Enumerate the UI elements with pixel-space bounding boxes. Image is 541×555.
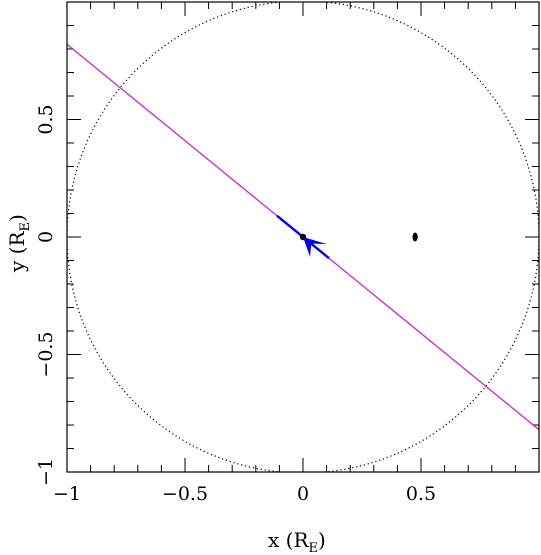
y-tick-label: 0.5 <box>35 104 57 134</box>
y-tick-label: −0.5 <box>35 331 57 377</box>
x-tick-label: −1 <box>53 483 81 505</box>
x-tick-label: −0.5 <box>162 483 208 505</box>
y-tick-label: 0 <box>35 231 57 243</box>
plot-area <box>66 1 540 473</box>
x-tick-labels: −1 −0.5 0 0.5 <box>53 483 436 505</box>
y-tick-labels: −1 −0.5 0 0.5 <box>35 104 57 486</box>
x-tick-label: 0 <box>297 483 309 505</box>
lens-companion-point <box>412 232 418 242</box>
x-axis-label: x (RE) <box>268 528 326 555</box>
lens-primary-point <box>299 233 307 241</box>
y-axis-label: y (RE) <box>5 214 33 273</box>
y-tick-label: −1 <box>35 458 57 486</box>
plot-frame <box>66 1 540 473</box>
x-tick-label: 0.5 <box>406 483 436 505</box>
caustic-cusp <box>303 237 327 257</box>
